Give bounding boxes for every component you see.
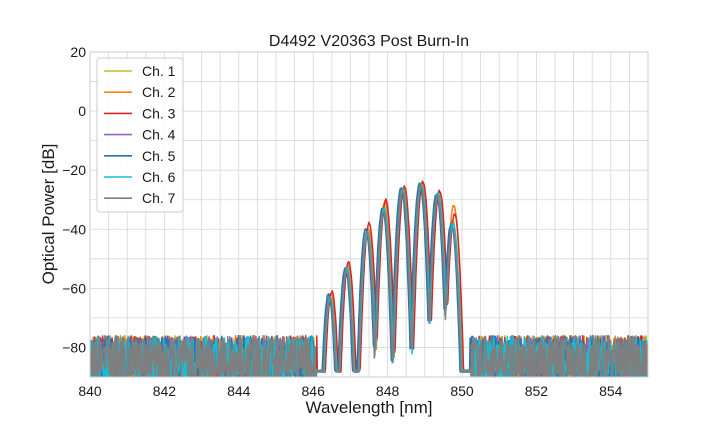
y-tick-label: −20 xyxy=(62,162,86,178)
legend-label-ch-3: Ch. 3 xyxy=(142,105,176,121)
legend-label-ch-5: Ch. 5 xyxy=(142,148,176,164)
traces xyxy=(90,180,648,377)
legend-label-ch-6: Ch. 6 xyxy=(142,169,176,185)
legend-label-ch-4: Ch. 4 xyxy=(142,127,176,143)
legend-box xyxy=(96,57,184,213)
y-tick-label: −60 xyxy=(62,280,86,296)
y-axis: 20 0 −20 −40 −60 −80 xyxy=(62,44,86,355)
legend-label-ch-2: Ch. 2 xyxy=(142,84,176,100)
x-tick-label: 840 xyxy=(78,383,102,399)
y-tick-label: −80 xyxy=(62,339,86,355)
y-axis-title: Optical Power [dB] xyxy=(39,144,58,285)
legend-label-ch-1: Ch. 1 xyxy=(142,63,176,79)
chart-title: D4492 V20363 Post Burn-In xyxy=(269,33,469,50)
x-tick-label: 842 xyxy=(153,383,177,399)
x-tick-label: 850 xyxy=(450,383,474,399)
x-tick-label: 852 xyxy=(525,383,549,399)
legend-label-ch-7: Ch. 7 xyxy=(142,190,176,206)
y-tick-label: 0 xyxy=(78,103,86,119)
legend: Ch. 1 Ch. 2 Ch. 3 Ch. 4 Ch. 5 Ch. 6 Ch. 7 xyxy=(96,57,184,213)
x-tick-label: 848 xyxy=(376,383,400,399)
x-tick-label: 844 xyxy=(227,383,251,399)
y-tick-label: 20 xyxy=(70,44,86,60)
plot-frame xyxy=(89,51,649,378)
x-tick-label: 846 xyxy=(302,383,326,399)
y-tick-label: −40 xyxy=(62,221,86,237)
x-tick-label: 854 xyxy=(599,383,623,399)
x-axis: 840 842 844 846 848 850 852 854 xyxy=(78,383,622,399)
x-axis-title: Wavelength [nm] xyxy=(306,398,433,417)
series-line-ch-7 xyxy=(90,183,648,377)
